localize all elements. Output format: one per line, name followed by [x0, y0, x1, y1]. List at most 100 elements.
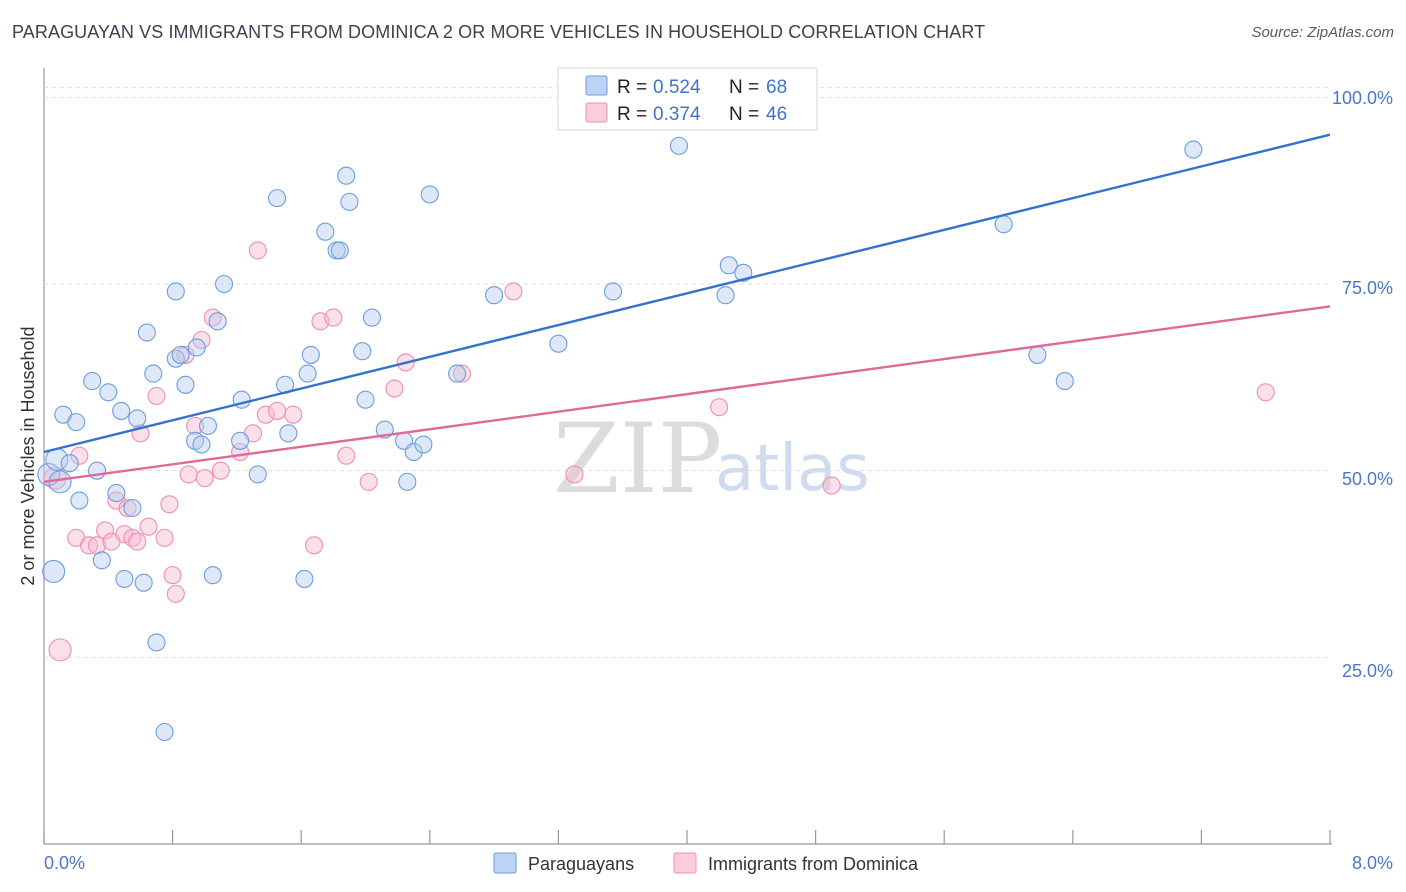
paraguayans-point	[1184, 140, 1203, 159]
dominica-point	[337, 446, 356, 465]
dominica-point	[179, 465, 198, 484]
dominica-point	[710, 398, 729, 417]
paraguayans-point	[203, 566, 222, 585]
dominica-point	[504, 282, 523, 301]
paraguayans-point	[83, 372, 102, 391]
dominica-point	[822, 476, 841, 495]
paraguayans-point	[198, 416, 218, 435]
dominica-point	[128, 532, 147, 551]
paraguayans-point	[155, 722, 174, 742]
paraguayans-point	[337, 166, 356, 185]
paraguayans-point	[248, 465, 267, 484]
paraguayans-point	[604, 282, 623, 301]
paraguayans-point	[448, 364, 467, 383]
y-axis-label: 2 or more Vehicles in Household	[18, 326, 38, 585]
dominica-point	[139, 517, 158, 536]
legend-r-label-dominica: R =	[617, 104, 647, 125]
y-tick-label-75: 75.0%	[1342, 278, 1393, 298]
legend-bottom-swatch-paraguayans	[493, 852, 517, 874]
legend-bottom-label-paraguayans: Paraguayans	[528, 854, 634, 874]
paraguayans-point	[144, 364, 163, 383]
watermark-zip: ZIP	[553, 403, 722, 515]
paraguayans-point	[92, 551, 111, 570]
paraguayans-point	[301, 345, 320, 364]
paraguayans-point	[134, 573, 153, 592]
paraguayans-point	[353, 342, 372, 361]
paraguayans-point	[147, 633, 166, 652]
paraguayans-point	[268, 189, 287, 208]
paraguayans-point	[187, 338, 206, 357]
paraguayans-point	[298, 364, 317, 383]
grid-lines	[44, 87, 1330, 658]
paraguayans-point	[176, 375, 195, 394]
y-tick-label-25: 25.0%	[1342, 661, 1393, 681]
paraguayans-point	[398, 472, 417, 491]
y-tick-label-50: 50.0%	[1342, 469, 1393, 489]
legend-bottom: Paraguayans Immigrants from Dominica	[493, 852, 919, 874]
dominica-point	[176, 345, 195, 364]
paraguayans-point	[214, 274, 234, 294]
paraguayans-point	[414, 435, 433, 454]
paraguayans-point	[279, 424, 298, 443]
legend-bottom-swatch-dominica	[673, 852, 697, 874]
dominica-point	[160, 495, 179, 514]
paraguayans-point	[99, 383, 118, 402]
paraguayans-point	[60, 454, 79, 473]
dominica-point	[565, 465, 584, 484]
paraguayans-point	[316, 222, 335, 241]
paraguayans-point	[123, 498, 142, 518]
dominica-point	[305, 536, 324, 555]
legend-swatch-dominica	[585, 102, 608, 123]
chart-title: PARAGUAYAN VS IMMIGRANTS FROM DOMINICA 2…	[12, 22, 986, 42]
paraguayans-point	[485, 286, 504, 305]
x-axis-ticks	[43, 830, 1331, 844]
trend-line-paraguayans	[43, 133, 1331, 454]
series-paraguayans-points	[37, 136, 1203, 742]
legend-bottom-label-dominica: Immigrants from Dominica	[708, 854, 919, 874]
paraguayans-point	[115, 569, 134, 588]
trend-lines	[43, 133, 1331, 484]
paraguayans-point	[734, 263, 753, 282]
dominica-point	[385, 379, 404, 398]
paraguayans-point	[719, 256, 738, 275]
dominica-point	[359, 472, 378, 491]
dominica-point	[211, 461, 230, 480]
y-tick-label-100: 100.0%	[1332, 88, 1393, 108]
paraguayans-point	[67, 413, 86, 432]
legend-r-label-paraguayans: R =	[617, 77, 647, 98]
dominica-point	[186, 416, 205, 435]
paraguayans-point	[404, 442, 423, 462]
paraguayans-point	[42, 559, 66, 584]
dominica-point	[1256, 383, 1275, 402]
legend-n-value-dominica: 46	[766, 104, 787, 125]
dominica-point	[195, 469, 214, 488]
dominica-point	[155, 528, 174, 547]
source-credit: Source: ZipAtlas.com	[1251, 24, 1394, 41]
paraguayans-point	[208, 312, 227, 331]
paraguayans-point	[420, 185, 439, 204]
paraguayans-point	[70, 491, 89, 510]
legend-top: R = 0.524 N = 68 R = 0.374 N = 46	[557, 67, 818, 131]
dominica-point	[70, 446, 89, 465]
dominica-point	[147, 386, 166, 406]
legend-n-value-paraguayans: 68	[766, 77, 787, 98]
legend-r-value-dominica: 0.374	[653, 104, 701, 125]
dominica-point	[163, 566, 182, 585]
paraguayans-point	[112, 401, 131, 420]
paraguayans-point	[166, 282, 185, 301]
paraguayans-point	[669, 136, 689, 155]
paraguayans-point	[107, 484, 126, 503]
dominica-point	[268, 401, 287, 420]
dominica-point	[107, 491, 126, 510]
trend-line-dominica	[43, 305, 1331, 484]
legend-r-value-paraguayans: 0.524	[653, 77, 701, 98]
paraguayans-point	[549, 334, 568, 353]
paraguayans-point	[356, 390, 375, 409]
dominica-point	[96, 521, 115, 540]
dominica-point	[48, 638, 72, 662]
paraguayans-point	[716, 286, 735, 305]
paraguayans-point	[171, 345, 190, 364]
dominica-point	[284, 405, 303, 424]
dominica-point	[118, 498, 137, 518]
paraguayans-point	[192, 435, 211, 454]
